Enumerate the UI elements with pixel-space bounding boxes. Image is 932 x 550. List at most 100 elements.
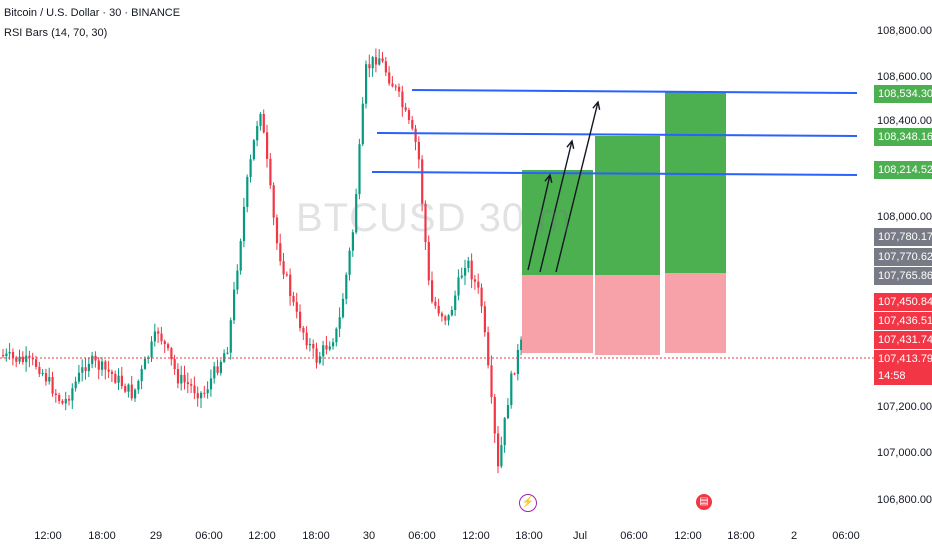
candle-up (345, 274, 348, 299)
candle-up (209, 378, 213, 390)
candle-down (431, 280, 434, 302)
candle-down (427, 242, 430, 281)
symbol-title[interactable]: Bitcoin / U.S. Dollar · 30 · BINANCE (4, 7, 181, 19)
time-axis[interactable]: 12:00 18:00 29 06:00 12:00 18:00 30 06:0… (0, 520, 874, 550)
candle-up (239, 241, 242, 271)
candle-down (401, 91, 404, 108)
candles-layer (2, 48, 529, 474)
candle-up (153, 331, 156, 342)
candle-up (143, 358, 147, 369)
candle-up (464, 267, 467, 276)
candle-up (127, 384, 130, 392)
target-zone-1 (522, 170, 593, 275)
candle-down (388, 72, 391, 84)
target-zone-2 (595, 136, 660, 275)
candle-up (457, 277, 460, 296)
candle-up (91, 355, 94, 364)
candle-up (503, 418, 506, 446)
stop-zone-3 (665, 273, 726, 353)
candle-up (450, 310, 453, 316)
candle-down (124, 386, 127, 392)
candle-up (81, 367, 84, 373)
candle-up (219, 361, 222, 373)
candle-down (196, 393, 199, 399)
price-badge-target-1: 108,214.52 (874, 161, 932, 179)
candle-down (97, 360, 100, 370)
candle-up (322, 345, 325, 357)
price-chart[interactable] (0, 0, 874, 520)
arrow-2 (539, 140, 573, 273)
candle-up (180, 374, 183, 384)
indicator-title[interactable]: RSI Bars (14, 70, 30) (4, 27, 108, 39)
time-tick: 12:00 (674, 530, 702, 542)
candle-up (341, 298, 345, 318)
candle-down (398, 86, 401, 92)
stop-zone-2 (595, 275, 660, 355)
candle-down (190, 384, 193, 386)
candle-up (506, 405, 510, 419)
candle-up (137, 381, 140, 390)
candle-down (130, 384, 133, 399)
candle-down (315, 348, 318, 363)
candle-down (437, 305, 440, 314)
candle-down (44, 373, 48, 382)
resistance-line-3 (411, 89, 858, 94)
candle-up (25, 355, 28, 363)
price-tick: 108,600.00 (877, 71, 932, 83)
candle-up (351, 232, 354, 251)
time-tick: 30 (362, 530, 376, 542)
price-tick: 108,800.00 (877, 25, 932, 37)
time-tick: 12:00 (462, 530, 490, 542)
candle-up (249, 159, 252, 177)
candle-down (275, 217, 279, 244)
candle-down (282, 261, 285, 275)
candle-down (374, 57, 378, 65)
candle-down (28, 355, 31, 358)
arrow-2-head (566, 139, 575, 149)
candle-down (167, 344, 170, 349)
candle-up (252, 140, 255, 160)
candle-down (272, 185, 275, 218)
candle-down (38, 366, 41, 374)
candle-down (262, 113, 265, 133)
candle-up (233, 289, 236, 321)
candle-up (328, 346, 331, 350)
candle-up (371, 57, 374, 69)
candle-down (381, 58, 384, 62)
candle-up (516, 349, 519, 374)
time-tick: 29 (149, 530, 163, 542)
lightning-icon[interactable]: ⚡ (519, 494, 537, 512)
candle-down (391, 83, 394, 87)
price-tick: 108,000.00 (877, 211, 932, 223)
candle-down (120, 375, 123, 387)
chart-legend: Bitcoin / U.S. Dollar · 30 · BINANCE RSI… (4, 3, 180, 43)
candle-down (176, 368, 180, 384)
candle-down (368, 64, 371, 69)
candle-down (193, 385, 196, 394)
price-axis[interactable]: 108,800.00 108,600.00 108,400.00 108,000… (863, 0, 932, 550)
candle-up (361, 103, 364, 145)
candle-up (74, 381, 77, 389)
candle-up (500, 445, 503, 467)
candle-up (308, 343, 312, 346)
candle-down (269, 158, 272, 186)
candle-up (117, 375, 120, 383)
price-badge-entry: 107,780.17 (874, 228, 932, 246)
arrow-3 (555, 101, 599, 273)
candle-up (8, 351, 11, 354)
drawings-layer (0, 89, 874, 359)
candle-up (454, 295, 457, 311)
time-tick: 18:00 (515, 530, 543, 542)
candle-down (84, 367, 87, 372)
candle-down (490, 365, 493, 398)
candle-up (18, 356, 21, 362)
candle-down (302, 328, 305, 333)
resistance-line-2 (376, 132, 858, 137)
candle-up (246, 176, 249, 207)
candle-down (114, 373, 117, 383)
candle-down (477, 281, 480, 288)
candle-down (61, 400, 64, 404)
us-flag-icon[interactable]: ▤ (696, 494, 712, 510)
candle-up (242, 206, 246, 242)
candle-down (424, 203, 427, 243)
